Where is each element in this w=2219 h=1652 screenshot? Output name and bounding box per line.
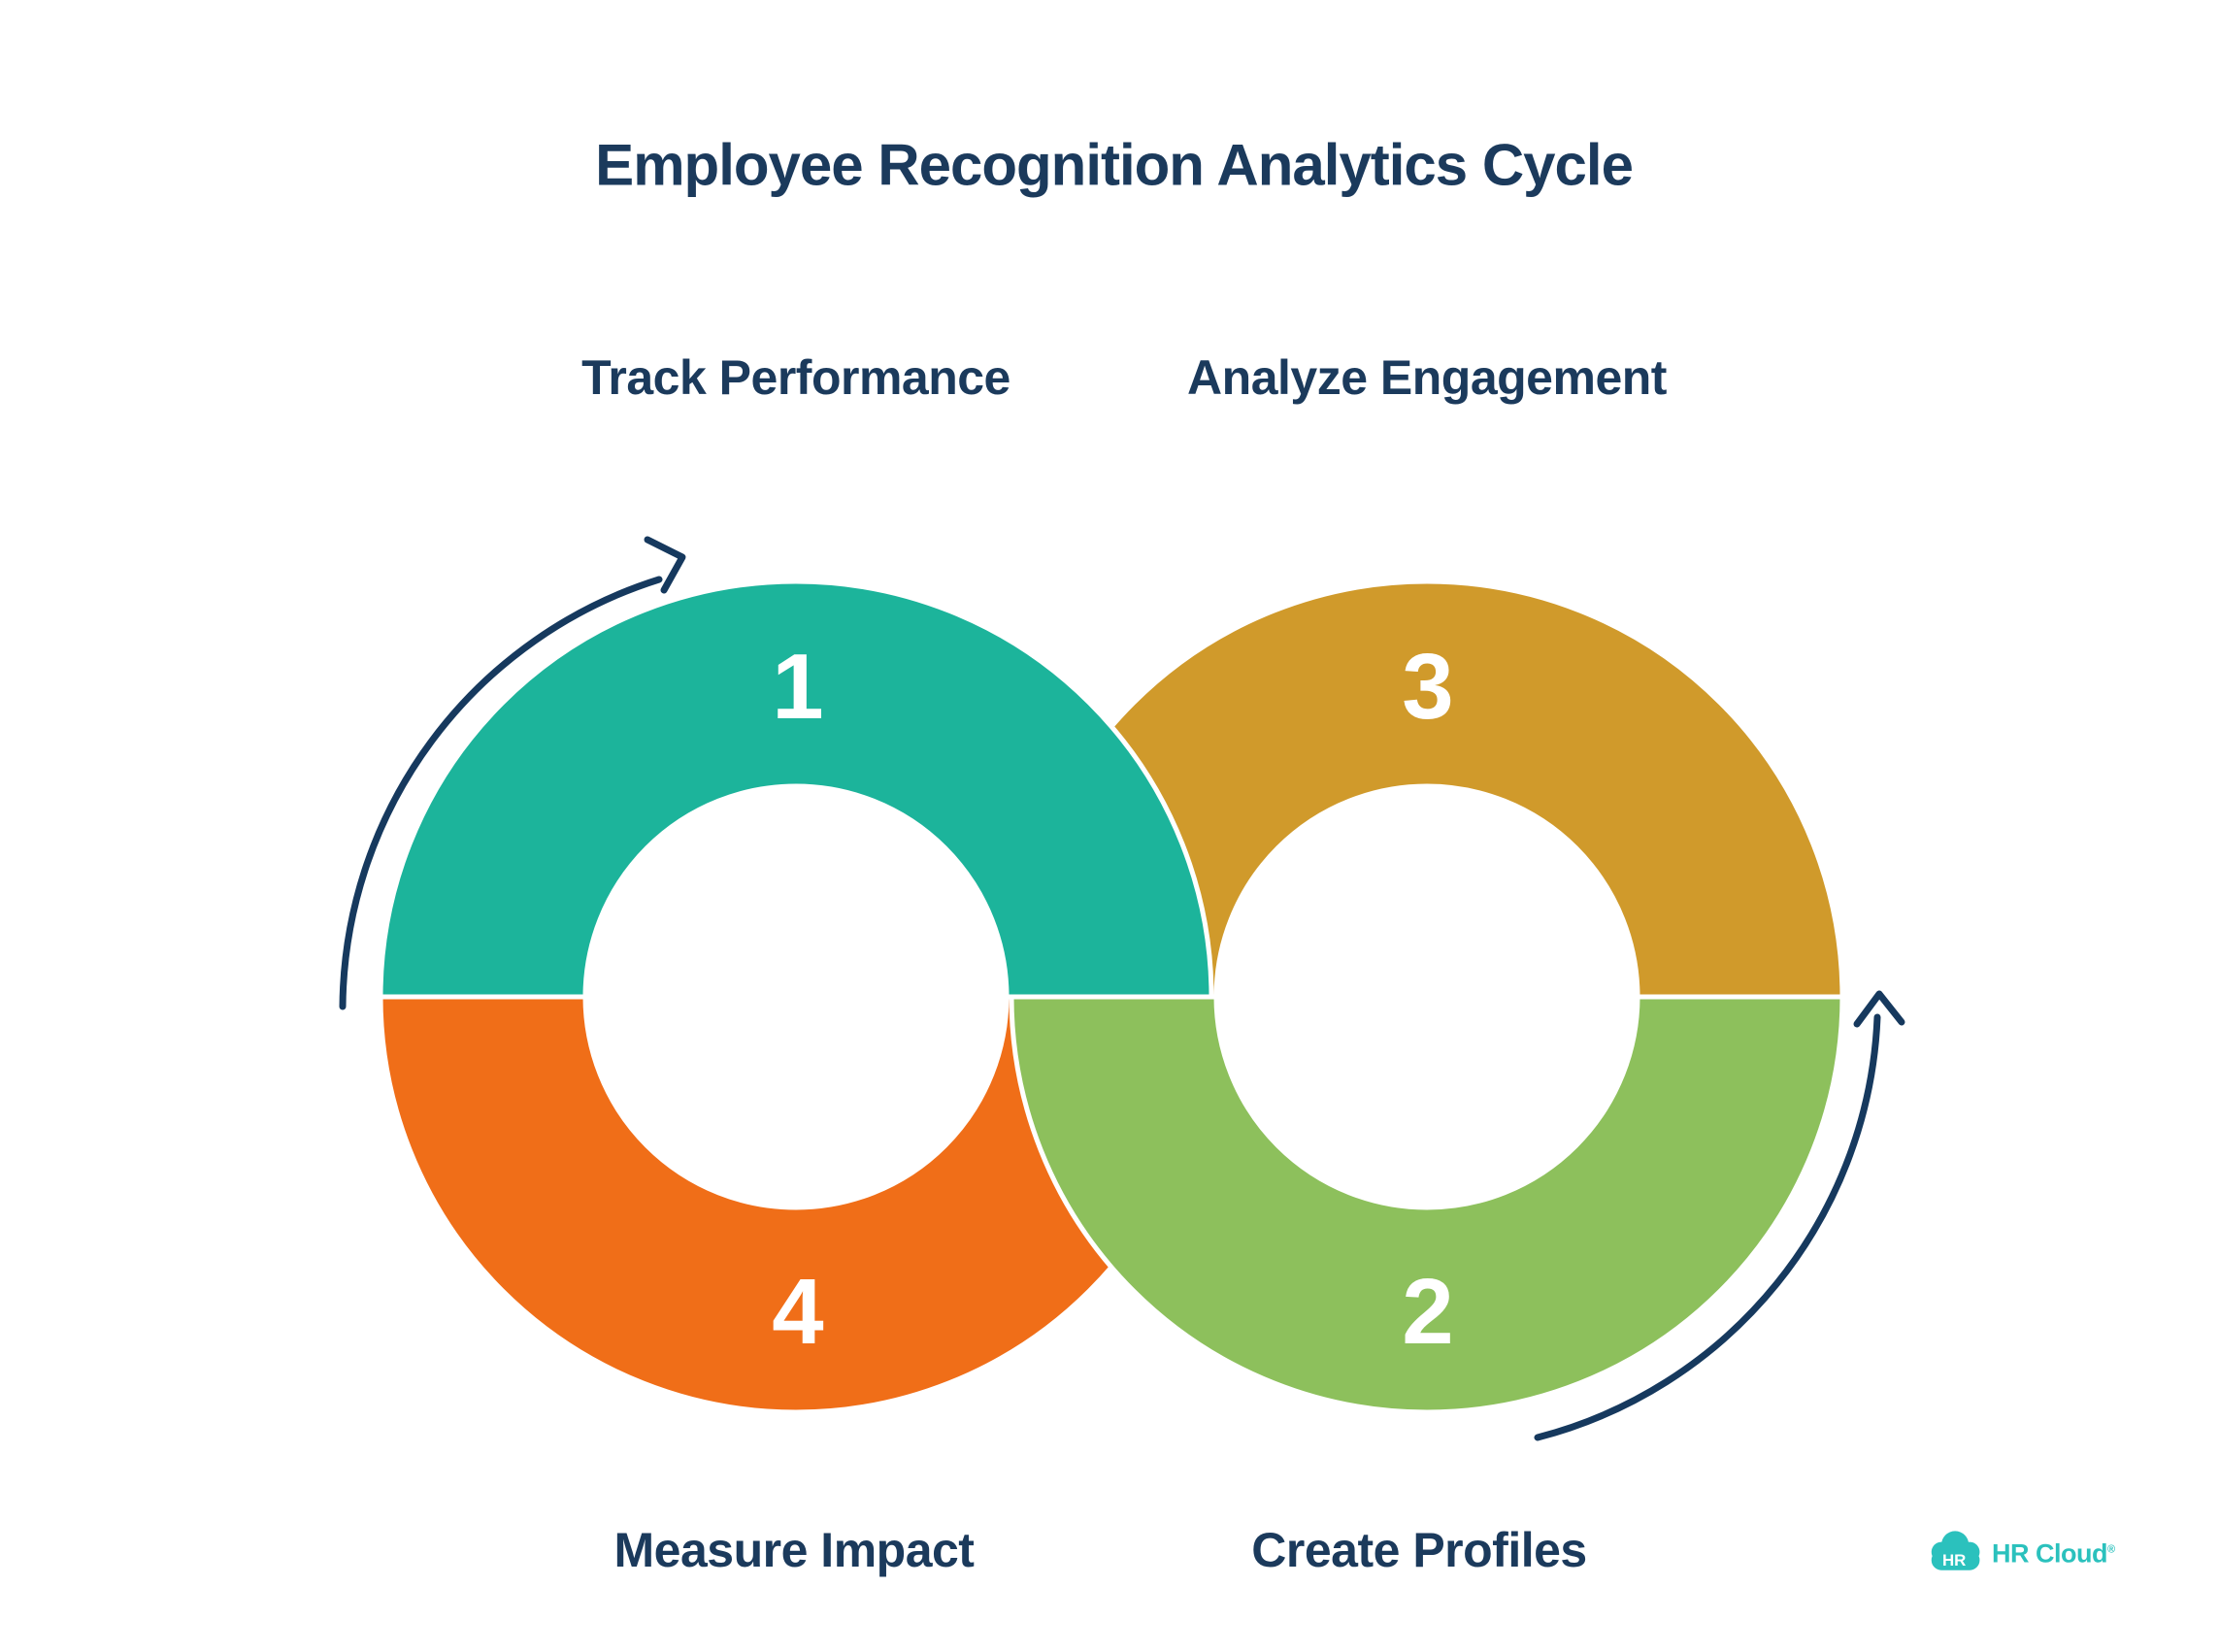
step-number-3: 3 — [1402, 635, 1454, 739]
step-label-analyze-engagement: Analyze Engagement — [1187, 350, 1667, 405]
step-label-create-profiles: Create Profiles — [1251, 1523, 1587, 1577]
step-label-measure-impact: Measure Impact — [613, 1523, 975, 1577]
logo-wordmark-text: HR Cloud — [1992, 1538, 2107, 1569]
logo-badge-text: HR — [1942, 1551, 1966, 1569]
step-number-2: 2 — [1402, 1260, 1454, 1364]
flow-arrow-left-head — [644, 536, 686, 594]
cloud-icon: HR — [1931, 1531, 1980, 1570]
ring-segment-track-performance — [378, 578, 1214, 1000]
step-number-4: 4 — [772, 1260, 824, 1364]
step-label-track-performance: Track Performance — [581, 350, 1010, 405]
ring-segment-create-profiles — [1009, 994, 1845, 1415]
flow-arrow-right-head — [1853, 990, 1905, 1028]
hr-cloud-logo: HR HR Cloud® — [1928, 1526, 2122, 1580]
flow-arrow-right — [1534, 1013, 1881, 1441]
page-title: Employee Recognition Analytics Cycle — [595, 132, 1634, 198]
logo-wordmark: HR Cloud® — [1992, 1539, 2115, 1569]
step-number-1: 1 — [772, 635, 824, 739]
ring-segment-measure-impact — [378, 994, 1214, 1415]
flow-arrow-left — [339, 576, 663, 1010]
registered-mark: ® — [2106, 1543, 2115, 1556]
ring-segment-analyze-engagement — [1009, 578, 1845, 1000]
